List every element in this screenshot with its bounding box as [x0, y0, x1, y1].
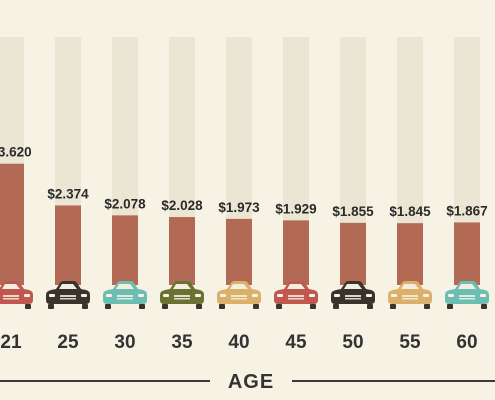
value-label-30: $2.078: [104, 196, 146, 211]
value-label-21: $3.620: [0, 145, 32, 160]
age-tick-60: 60: [456, 332, 477, 353]
bar-25: [55, 205, 81, 285]
value-label-35: $2.028: [161, 198, 203, 213]
bar-45: [283, 220, 309, 285]
car-icon: [388, 281, 432, 309]
bar-55: [397, 223, 423, 285]
value-label-25: $2.374: [47, 186, 89, 201]
value-label-50: $1.855: [332, 204, 374, 219]
value-label-40: $1.973: [218, 200, 260, 215]
bar-40: [226, 218, 252, 285]
bar-35: [169, 217, 195, 285]
bar-21: [0, 163, 24, 285]
car-icon: [445, 281, 489, 309]
bar-60: [454, 222, 480, 285]
value-label-55: $1.845: [389, 204, 431, 219]
x-axis-title: AGE: [228, 371, 274, 393]
age-tick-55: 55: [399, 332, 421, 353]
age-tick-40: 40: [228, 332, 249, 353]
value-label-45: $1.929: [275, 201, 316, 216]
age-tick-50: 50: [342, 332, 363, 353]
value-label-60: $1.867: [446, 203, 487, 218]
age-tick-21: 21: [0, 332, 22, 353]
bar-30: [112, 215, 138, 285]
car-icon: [160, 281, 204, 309]
car-icon: [331, 281, 375, 309]
car-icon: [0, 281, 33, 309]
bar-50: [340, 222, 366, 285]
car-icon: [274, 281, 318, 309]
age-tick-45: 45: [285, 332, 307, 353]
car-icon: [103, 281, 147, 309]
age-tick-25: 25: [57, 332, 79, 353]
car-icon: [46, 281, 90, 309]
age-tick-35: 35: [171, 332, 193, 353]
age-tick-30: 30: [114, 332, 135, 353]
car-icon: [217, 281, 261, 309]
